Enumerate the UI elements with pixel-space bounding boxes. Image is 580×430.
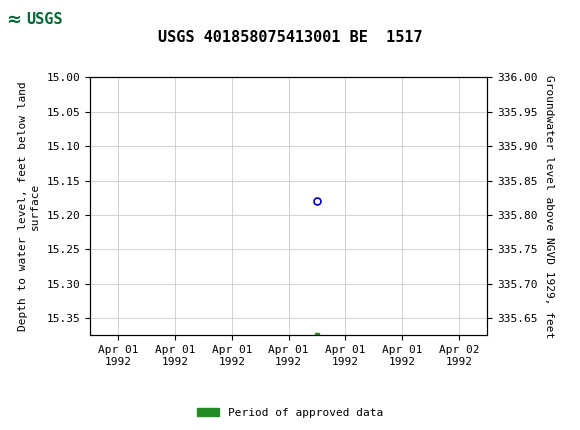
Bar — [58, 3, 580, 36]
Text: USGS: USGS — [26, 12, 63, 27]
Y-axis label: Depth to water level, feet below land
surface: Depth to water level, feet below land su… — [18, 82, 39, 331]
Text: USGS 401858075413001 BE  1517: USGS 401858075413001 BE 1517 — [158, 30, 422, 45]
Text: ≈: ≈ — [6, 10, 21, 28]
Y-axis label: Groundwater level above NGVD 1929, feet: Groundwater level above NGVD 1929, feet — [545, 75, 554, 338]
Legend: Period of approved data: Period of approved data — [193, 403, 387, 422]
